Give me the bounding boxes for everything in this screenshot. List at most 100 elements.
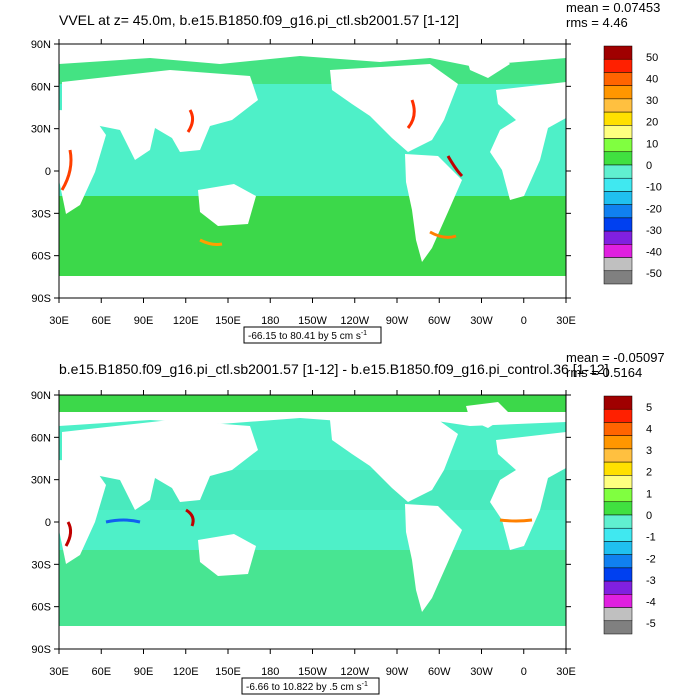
top-colorbar-swatch — [603, 98, 633, 113]
bottom-rms-label: rms = 0.5164 — [566, 365, 642, 380]
top-lon-label: 150W — [298, 315, 327, 327]
bottom-colorbar-label: -1 — [646, 532, 656, 544]
top-colorbar-swatch — [603, 164, 633, 179]
top-lat-axis: 90N 60N 30N 0 30S 60S 90S — [31, 39, 571, 305]
bottom-map-area — [58, 394, 567, 650]
top-lat-label: 90S — [31, 293, 51, 305]
bottom-colorbar-swatch — [603, 501, 633, 516]
bottom-colorbar-label: 2 — [646, 467, 652, 479]
bottom-lon-label: 30E — [49, 666, 69, 678]
top-colorbar-swatch — [603, 230, 633, 245]
top-colorbar-swatch — [603, 125, 633, 139]
bottom-colorbar-swatch — [603, 567, 633, 582]
top-lon-label: 180 — [261, 315, 279, 327]
top-colorbar-label: -20 — [646, 203, 662, 215]
bottom-map-svg: b.e15.B1850.f09_g16.pi_ctl.sb2001.57 [1-… — [31, 350, 665, 695]
bottom-lat-label: 60N — [31, 432, 51, 444]
bottom-lon-label: 90W — [386, 666, 409, 678]
top-europe-africa-land — [490, 82, 566, 200]
top-colorbar-swatch — [603, 85, 633, 100]
bottom-colorbar-swatch — [603, 475, 633, 489]
bottom-colorbar-swatch — [603, 594, 633, 608]
top-colorbar-swatch — [603, 58, 633, 73]
top-title: VVEL at z= 45.0m, b.e15.B1850.f09_g16.pi… — [59, 12, 459, 28]
bottom-colorbar-swatch — [603, 422, 633, 436]
top-arctic-land — [59, 44, 566, 66]
top-lon-axis: 30E 60E 90E 120E 150E 180 150W 120W 90W 60W 30W 0 30… — [49, 39, 576, 327]
top-lon-label: 30E — [556, 315, 576, 327]
top-colorbar-label: -30 — [646, 225, 662, 237]
bottom-lon-label: 150W — [298, 666, 327, 678]
bottom-lat-label: 30S — [31, 559, 51, 571]
bottom-lat-label: 60S — [31, 602, 51, 614]
bottom-mean-label: mean = -0.05097 — [566, 350, 665, 365]
bottom-lon-label: 60E — [91, 666, 111, 678]
bottom-colorbar-label: -2 — [646, 553, 656, 565]
bottom-colorbar-swatch — [603, 527, 633, 542]
bottom-lon-label: 120E — [173, 666, 199, 678]
bottom-arctic-band — [59, 395, 566, 417]
top-africa-east-land — [59, 110, 106, 214]
top-lon-label: 120W — [340, 315, 369, 327]
top-range-label: -66.15 to 80.41 by 5 cm s-1 — [248, 330, 367, 342]
bottom-somali-anomaly — [64, 521, 73, 547]
bottom-atlantic-equatorial-anomaly — [499, 518, 533, 523]
top-lon-label: 60W — [428, 315, 451, 327]
top-australia-land — [198, 184, 256, 226]
top-colorbar-swatch — [603, 111, 633, 126]
top-colorbar-swatch — [603, 72, 633, 86]
bottom-colorbar-label: 5 — [646, 402, 652, 414]
bottom-colorbar-label: 0 — [646, 510, 652, 522]
top-lon-label: 0 — [521, 315, 527, 327]
top-map-panel: VVEL at z= 45.0m, b.e15.B1850.f09_g16.pi… — [31, 0, 662, 344]
top-lat-label: 30N — [31, 124, 51, 136]
top-colorbar-label: -10 — [646, 182, 662, 194]
top-colorbar-label: -40 — [646, 247, 662, 259]
top-colorbar-label: 0 — [646, 160, 652, 172]
bottom-lon-label: 30W — [470, 666, 493, 678]
bottom-lon-label: 30E — [556, 666, 576, 678]
bottom-lat-label: 90S — [31, 644, 51, 656]
bottom-colorbar-swatch — [603, 448, 633, 463]
top-lon-label: 120E — [173, 315, 199, 327]
top-map-svg: VVEL at z= 45.0m, b.e15.B1850.f09_g16.pi… — [31, 0, 662, 344]
bottom-colorbar-label: -3 — [646, 575, 656, 587]
bottom-south-america-land — [405, 504, 462, 612]
bottom-arctic-land — [59, 412, 566, 426]
top-acc-jet-1 — [199, 238, 223, 246]
bottom-colorbar-label: -5 — [646, 618, 656, 630]
bottom-colorbar-swatch — [603, 514, 633, 529]
top-lat-label: 60S — [31, 251, 51, 263]
bottom-colorbar-label: -4 — [646, 597, 656, 609]
bottom-equatorial-indian-anomaly — [105, 518, 141, 524]
top-map-area — [58, 43, 567, 299]
bottom-australia-land — [198, 534, 256, 576]
top-colorbar: 50 40 30 20 10 0 -10 -20 -30 -40 -50 — [603, 45, 662, 285]
bottom-lat-label: 30N — [31, 475, 51, 487]
bottom-lon-axis: 30E 60E 90E 120E 150E 180 150W 120W 90W 60W 30W 0 30… — [49, 390, 576, 678]
top-southern-ocean-band — [59, 196, 566, 276]
top-lon-label: 30W — [470, 315, 493, 327]
bottom-lat-label: 0 — [45, 517, 51, 529]
top-colorbar-swatch — [603, 151, 633, 166]
bottom-lon-label: 0 — [521, 666, 527, 678]
top-colorbar-label: 20 — [646, 117, 658, 129]
bottom-colorbar-swatch — [603, 620, 633, 635]
top-colorbar-swatch — [603, 45, 633, 60]
bottom-lon-label: 90E — [134, 666, 154, 678]
top-colorbar-swatch — [603, 177, 633, 192]
top-gulf-stream — [406, 99, 416, 129]
top-lon-label: 30E — [49, 315, 69, 327]
top-lon-label: 150E — [215, 315, 241, 327]
bottom-colorbar-label: 3 — [646, 445, 652, 457]
bottom-colorbar-label: 1 — [646, 488, 652, 500]
bottom-lon-label: 150E — [215, 666, 241, 678]
bottom-colorbar-swatch — [603, 580, 633, 595]
bottom-west-pacific-anomaly — [185, 508, 195, 527]
top-colorbar-swatch — [603, 217, 633, 232]
bottom-lon-label: 120W — [340, 666, 369, 678]
bottom-colorbar-swatch — [603, 541, 633, 555]
top-colorbar-swatch — [603, 270, 633, 285]
top-kuroshio-current — [186, 109, 195, 133]
bottom-north-america-land — [330, 414, 458, 502]
